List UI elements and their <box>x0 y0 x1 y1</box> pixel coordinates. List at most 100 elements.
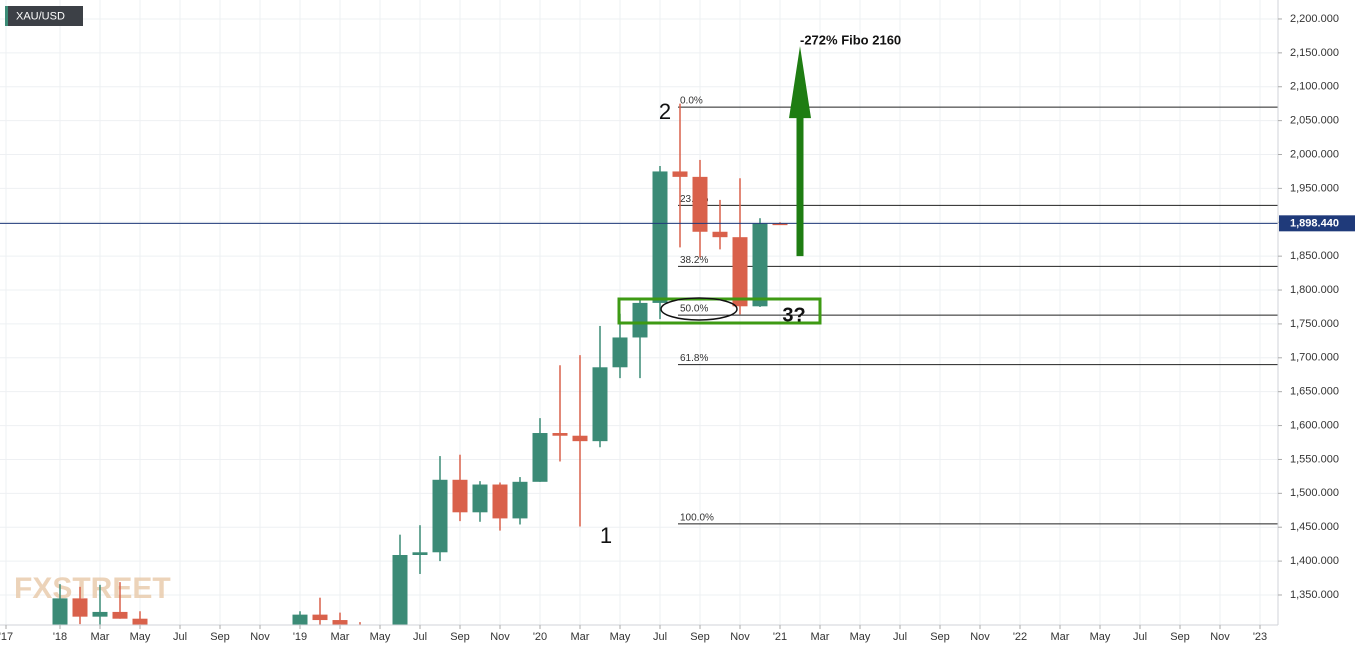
x-tick-label: Jul <box>413 631 427 643</box>
x-tick-label: Sep <box>930 631 950 643</box>
watermark: FXSTREET <box>14 572 171 605</box>
candle-body <box>692 176 708 232</box>
candle-body <box>292 614 308 625</box>
x-tick-label: Nov <box>970 631 990 643</box>
x-tick-label: Jul <box>653 631 667 643</box>
x-tick-label: Nov <box>730 631 750 643</box>
y-tick-label: 1,750.000 <box>1290 318 1339 330</box>
y-tick-label: 1,650.000 <box>1290 386 1339 398</box>
candle-body <box>492 484 508 519</box>
x-tick-label: Mar <box>91 631 110 643</box>
x-tick-label: May <box>1090 631 1111 643</box>
y-tick-label: 1,600.000 <box>1290 419 1339 431</box>
y-tick-label: 1,700.000 <box>1290 352 1339 364</box>
y-tick-label: 1,400.000 <box>1290 555 1339 567</box>
fib-label: 61.8% <box>680 353 708 364</box>
x-tick-label: Mar <box>331 631 350 643</box>
candle-body <box>312 614 328 621</box>
y-tick-label: 2,200.000 <box>1290 13 1339 25</box>
candle-body <box>392 554 408 625</box>
x-tick-label: Jul <box>173 631 187 643</box>
target-label: -272% Fibo 2160 <box>800 32 901 47</box>
axes: 1,350.000 1,400.000 1,450.000 1,500.000 1,55… <box>0 13 1355 643</box>
y-tick-label: 2,150.000 <box>1290 47 1339 59</box>
candle-body <box>52 598 68 625</box>
candle-body <box>532 433 548 482</box>
x-tick-label: '19 <box>293 631 307 643</box>
x-tick-label: Sep <box>690 631 710 643</box>
x-tick-label: Jul <box>1133 631 1147 643</box>
y-tick-label: 1,800.000 <box>1290 284 1339 296</box>
fib-label: 100.0% <box>680 512 714 523</box>
candle-body <box>92 611 108 617</box>
x-tick-label: Mar <box>571 631 590 643</box>
x-tick-label: Sep <box>450 631 470 643</box>
y-tick-label: 2,050.000 <box>1290 115 1339 127</box>
candle-body <box>732 237 748 307</box>
x-tick-label: May <box>610 631 631 643</box>
candle-body <box>132 618 148 625</box>
price-tag-label: 1,898.440 <box>1290 218 1339 230</box>
x-tick-label: '23 <box>1253 631 1267 643</box>
x-tick-label: Nov <box>490 631 510 643</box>
candle-body <box>512 481 528 519</box>
x-tick-label: Sep <box>210 631 230 643</box>
y-tick-label: 1,550.000 <box>1290 453 1339 465</box>
x-tick-label: '17 <box>0 631 13 643</box>
y-tick-label: 1,450.000 <box>1290 521 1339 533</box>
candle-body <box>632 302 648 338</box>
symbol: XAU/USD <box>16 10 65 22</box>
fib-label: 50.0% <box>680 304 708 315</box>
candle-body <box>612 337 628 368</box>
fib-label: 38.2% <box>680 255 708 266</box>
y-tick-label: 1,500.000 <box>1290 487 1339 499</box>
symbol-accent <box>5 6 8 26</box>
x-tick-label: May <box>850 631 871 643</box>
y-tick-label: 1,850.000 <box>1290 250 1339 262</box>
y-tick-label: 2,100.000 <box>1290 81 1339 93</box>
candle-body <box>332 620 348 625</box>
x-tick-label: '20 <box>533 631 547 643</box>
x-tick-label: Jul <box>893 631 907 643</box>
fibonacci: 0.0%23.6%38.2%50.0%61.8%100.0% <box>678 96 1278 525</box>
y-tick-label: 1,350.000 <box>1290 589 1339 601</box>
candle-body <box>412 552 428 555</box>
candle-body <box>572 435 588 442</box>
y-tick-label: 2,000.000 <box>1290 148 1339 160</box>
overlays <box>0 46 1278 257</box>
x-tick-label: Nov <box>1210 631 1230 643</box>
candle-body <box>112 611 128 619</box>
x-tick-label: '18 <box>53 631 67 643</box>
target-arrow <box>789 46 811 257</box>
candle-body <box>672 171 688 177</box>
x-tick-label: May <box>130 631 151 643</box>
candle-body <box>452 479 468 513</box>
y-tick-label: 1,950.000 <box>1290 182 1339 194</box>
candle-body <box>712 231 728 238</box>
x-tick-label: Mar <box>811 631 830 643</box>
candle-body <box>592 367 608 442</box>
x-tick-label: Nov <box>250 631 270 643</box>
fib-label: 0.0% <box>680 96 703 107</box>
candle-body <box>472 484 488 513</box>
wave-label: 2 <box>659 99 671 124</box>
highlight-ellipse <box>660 297 738 321</box>
candle-body <box>432 479 448 553</box>
candle-body <box>752 223 768 307</box>
candle-body <box>652 171 668 303</box>
candle-body <box>72 598 88 617</box>
grid <box>0 0 1278 625</box>
candle-body <box>353 634 368 640</box>
x-tick-label: Sep <box>1170 631 1190 643</box>
candle-body <box>552 433 568 436</box>
x-tick-label: Mar <box>1051 631 1070 643</box>
wave-label: 1 <box>600 523 612 548</box>
x-tick-label: May <box>370 631 391 643</box>
symbol-box <box>5 6 83 26</box>
wave-label: 3? <box>782 304 805 326</box>
x-tick-label: '22 <box>1013 631 1027 643</box>
x-tick-label: '21 <box>773 631 787 643</box>
candle-body <box>772 223 788 226</box>
price-tag <box>1279 215 1355 232</box>
